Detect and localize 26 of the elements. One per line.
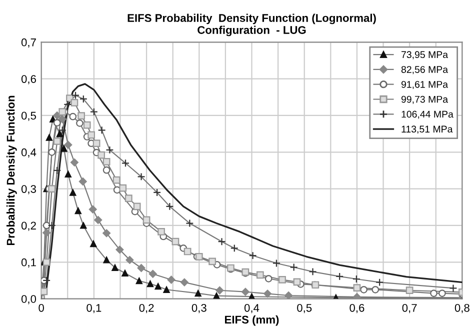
y-tick-label: 0,4 bbox=[21, 148, 36, 158]
legend-label: 73,95 MPa bbox=[402, 51, 448, 60]
x-tick-label: 0,8 bbox=[454, 304, 470, 314]
legend-label: 82,56 MPa bbox=[401, 66, 448, 74]
x-axis-title: EIFS (mm) bbox=[225, 315, 279, 326]
y-tick-label: 0,1 bbox=[21, 258, 36, 268]
x-tick-label: 0,1 bbox=[86, 304, 102, 314]
y-tick-label: 0,2 bbox=[21, 222, 36, 231]
x-tick-label: 0,7 bbox=[402, 304, 417, 314]
y-tick-label: 0,0 bbox=[21, 295, 36, 304]
y-tick-label: 0,7 bbox=[21, 38, 36, 48]
y-tick-label: 0,3 bbox=[21, 185, 36, 194]
y-axis-title: Probability Density Function bbox=[6, 96, 17, 246]
x-tick-label: 0 bbox=[38, 304, 44, 312]
y-tick-label: 0,6 bbox=[21, 75, 36, 84]
y-tick-label: 0,5 bbox=[21, 112, 36, 121]
legend-label: 106,44 MPa bbox=[402, 110, 454, 119]
legend-label: 91,61 MPa bbox=[401, 80, 448, 89]
x-tick-label: 0,2 bbox=[139, 304, 154, 314]
x-tick-label: 0,5 bbox=[297, 304, 312, 314]
x-tick-label: 0,6 bbox=[350, 304, 364, 314]
x-tick-label: 0,3 bbox=[192, 304, 206, 314]
x-tick-label: 0,4 bbox=[244, 304, 260, 314]
chart-title: EIFS Probability Density Function (Lognormal) Configuration - LUG bbox=[128, 14, 376, 36]
legend-label: 99,73 MPa bbox=[401, 96, 448, 104]
legend-label: 113,51 MPa bbox=[402, 126, 453, 134]
